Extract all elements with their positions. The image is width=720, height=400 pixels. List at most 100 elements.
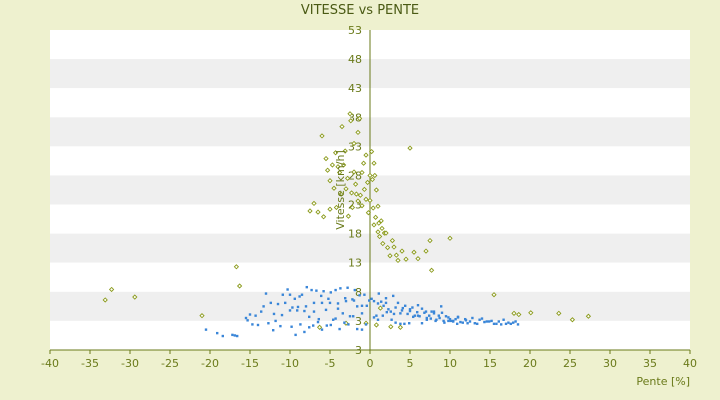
- data-point: [298, 295, 301, 298]
- data-point: [376, 233, 383, 240]
- data-point: [413, 314, 416, 317]
- data-point: [585, 313, 592, 319]
- y-tick-label: 43: [348, 82, 362, 95]
- data-point: [269, 301, 272, 305]
- data-point: [466, 322, 469, 325]
- data-point: [347, 323, 350, 326]
- data-point: [491, 292, 497, 298]
- data-point: [375, 229, 381, 235]
- y-tick-label: 28: [348, 169, 362, 182]
- data-point: [375, 203, 381, 209]
- data-point: [411, 306, 414, 309]
- data-point: [385, 310, 388, 314]
- x-tick-label: 0: [367, 357, 374, 370]
- data-point: [335, 164, 341, 170]
- data-point: [468, 320, 472, 323]
- data-point: [418, 315, 421, 318]
- data-point: [248, 313, 252, 316]
- data-point: [343, 186, 349, 192]
- data-point: [456, 316, 460, 319]
- data-point: [377, 292, 380, 295]
- data-point: [416, 314, 420, 317]
- data-point: [425, 318, 428, 321]
- data-point: [344, 175, 351, 182]
- x-tick-label: 40: [683, 357, 697, 370]
- data-point: [401, 306, 404, 310]
- x-tick-label: -40: [41, 357, 59, 370]
- x-tick-label: 5: [407, 357, 414, 370]
- data-point: [459, 320, 462, 324]
- data-point: [347, 111, 353, 117]
- data-point: [444, 315, 448, 318]
- data-point: [377, 305, 384, 311]
- data-point: [404, 304, 407, 307]
- data-point: [351, 169, 357, 175]
- data-point: [383, 230, 389, 236]
- data-point: [403, 322, 406, 326]
- data-point: [315, 289, 318, 292]
- y-axis-label: Vitesse [km/h]: [334, 150, 347, 230]
- data-point: [329, 162, 336, 168]
- data-point: [299, 323, 302, 326]
- data-point: [423, 311, 426, 314]
- data-point: [332, 150, 339, 156]
- x-tick-label: -20: [201, 357, 219, 370]
- data-point: [512, 321, 515, 324]
- data-point: [384, 297, 388, 300]
- data-point: [304, 305, 308, 308]
- data-point: [454, 317, 457, 321]
- data-point: [236, 334, 239, 338]
- data-point: [373, 322, 380, 328]
- data-point: [397, 324, 404, 330]
- data-point: [391, 244, 397, 250]
- data-point: [406, 312, 409, 316]
- data-point: [132, 294, 138, 300]
- data-point: [432, 310, 436, 313]
- data-point: [528, 310, 534, 316]
- data-point: [389, 237, 396, 244]
- data-point: [375, 314, 378, 317]
- data-point: [395, 257, 401, 264]
- data-point: [311, 200, 317, 207]
- data-point: [360, 160, 367, 166]
- data-point: [369, 176, 376, 183]
- data-point: [378, 218, 384, 224]
- data-point: [320, 294, 323, 298]
- data-point: [327, 297, 330, 300]
- data-point: [351, 140, 357, 147]
- x-tick-label: 20: [523, 357, 537, 370]
- data-point: [334, 317, 337, 320]
- data-point: [359, 203, 365, 209]
- data-point: [327, 206, 333, 212]
- data-point: [357, 192, 364, 198]
- data-points: [102, 111, 592, 338]
- data-point: [340, 162, 347, 168]
- data-point: [424, 310, 428, 313]
- data-point: [328, 301, 332, 305]
- data-point: [353, 191, 360, 197]
- data-point: [341, 312, 344, 315]
- data-point: [308, 326, 311, 329]
- x-tick-label: 15: [483, 357, 497, 370]
- data-point: [231, 333, 234, 337]
- data-point: [461, 321, 464, 324]
- data-point: [293, 297, 296, 300]
- data-point: [361, 186, 368, 193]
- data-point: [288, 309, 292, 312]
- data-point: [338, 327, 341, 331]
- y-tick-label: 48: [348, 53, 362, 66]
- data-point: [473, 322, 476, 325]
- data-point: [267, 322, 270, 325]
- y-tick-label: 18: [348, 228, 362, 241]
- data-point: [368, 148, 375, 155]
- data-point: [502, 318, 505, 321]
- data-point: [488, 320, 491, 323]
- data-point: [387, 253, 393, 259]
- data-point: [427, 237, 433, 244]
- data-point: [316, 324, 323, 330]
- data-point: [256, 323, 260, 327]
- data-point: [246, 319, 249, 322]
- data-point: [371, 160, 377, 166]
- data-point: [359, 169, 365, 176]
- data-point: [325, 324, 328, 327]
